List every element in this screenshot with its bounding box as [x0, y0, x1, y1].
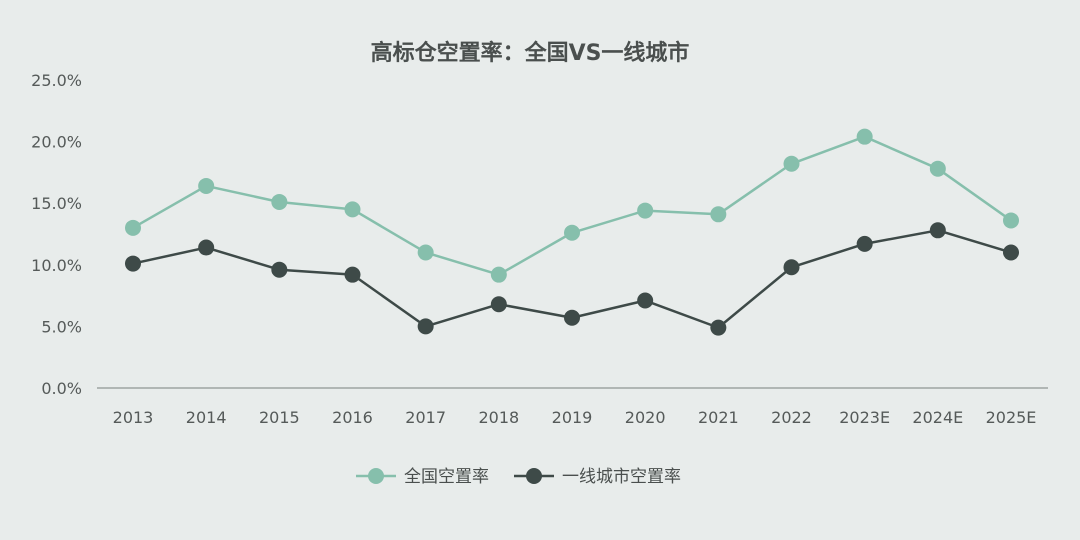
- data-point: [198, 177, 215, 194]
- legend-marker: [368, 468, 384, 484]
- data-point: [856, 128, 873, 145]
- y-tick-label: 0.0%: [41, 379, 82, 398]
- data-point: [710, 206, 727, 223]
- data-point: [271, 261, 288, 278]
- x-tick-label: 2025E: [986, 408, 1037, 427]
- data-point: [271, 193, 288, 210]
- data-point: [198, 239, 215, 256]
- legend-marker: [526, 468, 542, 484]
- x-tick-label: 2016: [332, 408, 373, 427]
- series-layer: [125, 128, 1019, 336]
- chart-title: 高标仓空置率：全国VS一线城市: [371, 40, 690, 66]
- data-point: [929, 222, 946, 239]
- data-point: [344, 266, 361, 283]
- legend-label: 全国空置率: [404, 467, 489, 487]
- y-tick-label: 15.0%: [31, 194, 82, 213]
- series-line: [132, 135, 1012, 276]
- data-point: [490, 296, 507, 313]
- data-point: [344, 201, 361, 218]
- x-tick-label: 2023E: [839, 408, 890, 427]
- x-tick-label: 2024E: [912, 408, 963, 427]
- x-tick-label: 2013: [113, 408, 154, 427]
- y-axis: 0.0% 5.0% 10.0% 15.0% 20.0% 25.0%: [31, 71, 82, 398]
- data-point: [564, 309, 580, 326]
- data-point: [417, 318, 434, 335]
- x-tick-label: 2018: [478, 408, 519, 427]
- x-tick-label: 2014: [186, 408, 227, 427]
- y-tick-label: 5.0%: [41, 317, 82, 336]
- legend-item: 全国空置率: [356, 467, 489, 487]
- legend-item: 一线城市空置率: [514, 467, 681, 487]
- x-tick-label: 2017: [405, 408, 446, 427]
- data-point: [856, 235, 873, 252]
- x-axis: 2013 2014 2015 2016 2017 2018 2019 2020 2021 2022…: [113, 408, 1037, 427]
- data-point: [417, 244, 434, 261]
- y-tick-label: 25.0%: [31, 71, 82, 90]
- legend-label: 一线城市空置率: [562, 467, 681, 487]
- data-point: [490, 266, 507, 283]
- x-tick-label: 2019: [552, 408, 593, 427]
- data-point: [637, 292, 654, 309]
- data-point: [125, 219, 141, 236]
- data-point: [637, 202, 654, 219]
- data-point: [783, 259, 800, 276]
- x-tick-label: 2020: [625, 408, 666, 427]
- y-tick-label: 10.0%: [31, 256, 82, 275]
- x-tick-label: 2021: [698, 408, 739, 427]
- series-national: [125, 128, 1019, 283]
- data-point: [1003, 244, 1019, 261]
- data-point: [564, 224, 580, 241]
- data-point: [710, 319, 727, 336]
- data-point: [929, 160, 946, 177]
- x-tick-label: 2022: [771, 408, 812, 427]
- data-point: [1003, 212, 1019, 229]
- y-tick-label: 20.0%: [31, 133, 82, 152]
- legend: 全国空置率 一线城市空置率: [356, 467, 681, 487]
- data-point: [125, 255, 141, 272]
- x-tick-label: 2015: [259, 408, 300, 427]
- data-point: [783, 155, 800, 172]
- series-tier1: [125, 222, 1019, 336]
